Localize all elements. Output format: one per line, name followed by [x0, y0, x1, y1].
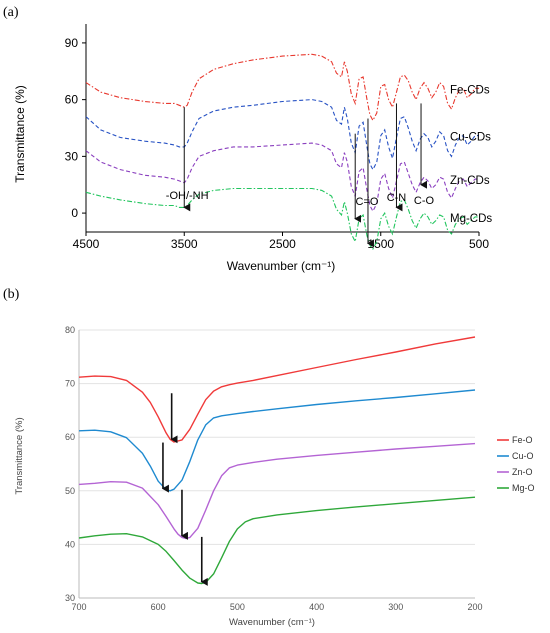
panel-a-x-tick-label: 4500: [73, 237, 100, 251]
panel-a-series-fe-cds-line: [85, 53, 479, 122]
panel-b-y-tick-label: 50: [65, 486, 75, 496]
panel-a-y-tick-label: 0: [71, 206, 78, 220]
panel-b-legend-label-cu-o: Cu-O: [512, 451, 534, 461]
panel-b-x-tick-label: 600: [151, 602, 166, 612]
panel-b-y-axis-title: Transmittance (%): [14, 417, 25, 494]
panel-a-annotation: -OH/-NH: [166, 190, 209, 202]
panel-a-series-zn-cds-line: [85, 142, 479, 213]
panel-a-y-tick-label: 90: [65, 36, 79, 50]
panel-a-series-cu-cds-line: [85, 99, 479, 171]
panel-b-y-tick-label: 40: [65, 539, 75, 549]
panel-b-series-fe-o-line: [78, 336, 476, 443]
panel-b-x-tick-label: 500: [230, 602, 245, 612]
panel-a-series-label-mg-cds: Mg-CDs: [450, 213, 492, 225]
panel-b-y-tick-label: 80: [65, 325, 75, 335]
panel-a-annotation: C-N: [387, 192, 407, 204]
panel-a-series-label-fe-cds: Fe-CDs: [450, 84, 490, 96]
panel-b-series-mg-o-line: [78, 496, 476, 585]
panel-b-x-tick-label: 200: [467, 602, 482, 612]
panel-a-y-axis-title: Transmittance (%): [13, 85, 27, 183]
panel-a-x-tick-label: 3500: [171, 237, 198, 251]
panel-b-legend-label-fe-o: Fe-O: [512, 435, 533, 445]
panel-b-series-zn-o-line: [78, 442, 476, 540]
panel-a-chart: 4500 3500 2500 1500 500 90 60 30 0 Fe-CDs Cu-CDs Zn…: [65, 24, 492, 251]
panel-a-y-tick-label: 30: [65, 149, 79, 163]
panel-a-x-tick-label: 1500: [367, 237, 394, 251]
panel-a-x-tick-label: 500: [469, 237, 489, 251]
panel-b-y-tick-label: 70: [65, 379, 75, 389]
panel-a-x-tick-label: 2500: [269, 237, 296, 251]
panel-a-annotation: C=O: [356, 196, 379, 208]
panel-b-x-axis-title: Wavenumber (cm⁻¹): [229, 617, 315, 628]
panel-b-series-cu-o-line: [78, 389, 476, 492]
panel-a-series-label-zn-cds: Zn-CDs: [450, 175, 490, 187]
panel-a-label: (a): [3, 5, 19, 20]
panel-a-annotation: C-O: [414, 195, 435, 207]
panel-b-x-tick-label: 700: [71, 602, 86, 612]
panel-b-x-tick-label: 400: [309, 602, 324, 612]
panel-a-y-tick-label: 60: [65, 93, 79, 107]
panel-b-y-tick-label: 60: [65, 432, 75, 442]
panel-a-x-axis-title: Wavenumber (cm⁻¹): [227, 259, 336, 273]
panel-b-x-tick-label: 300: [388, 602, 403, 612]
panel-b-y-tick-label: 30: [65, 593, 75, 603]
panel-b-legend-label-zn-o: Zn-O: [512, 467, 533, 477]
panel-b-label: (b): [3, 287, 20, 302]
panel-a-series-label-cu-cds: Cu-CDs: [450, 132, 491, 144]
panel-b-legend-label-mg-o: Mg-O: [512, 483, 535, 493]
